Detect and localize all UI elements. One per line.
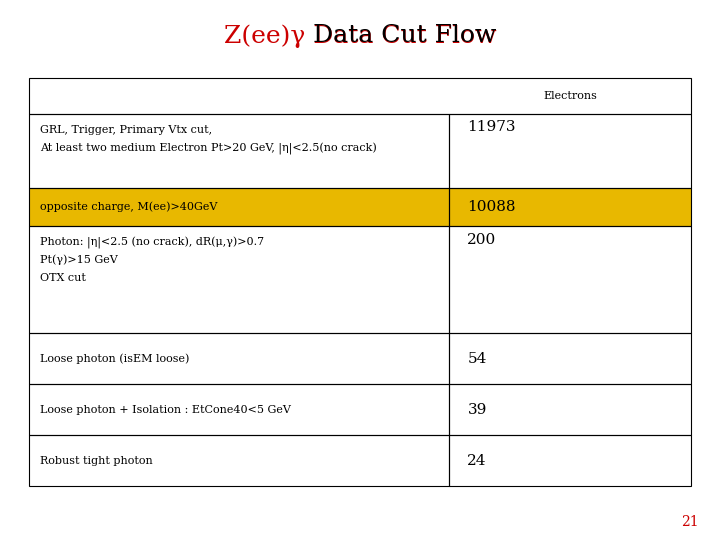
Text: 21: 21 [681,515,698,529]
Text: Loose photon (isEM loose): Loose photon (isEM loose) [40,353,189,364]
Text: Loose photon + Isolation : EtCone40<5 GeV: Loose photon + Isolation : EtCone40<5 Ge… [40,404,290,415]
Bar [29,435,449,486]
Text: 10088: 10088 [467,200,516,214]
Bar [449,384,691,435]
Bar [29,384,449,435]
Text: Robust tight photon: Robust tight photon [40,456,153,465]
Text: 200: 200 [467,233,497,247]
Bar [29,188,449,226]
Text: GRL, Trigger, Primary Vtx cut,: GRL, Trigger, Primary Vtx cut, [40,125,212,135]
Bar [29,114,449,188]
Text: 39: 39 [467,402,487,416]
Text: OTX cut: OTX cut [40,273,86,282]
Text: Z(ee)γ Data Cut Flow: Z(ee)γ Data Cut Flow [224,24,496,48]
Bar [449,114,691,188]
Bar [29,226,449,333]
Text: 24: 24 [467,454,487,468]
Text: Electrons: Electrons [544,91,598,101]
Text: opposite charge, M(ee)>40GeV: opposite charge, M(ee)>40GeV [40,202,217,212]
Bar [449,188,691,226]
Text: Photon: |η|<2.5 (no crack), dR(μ,γ)>0.7: Photon: |η|<2.5 (no crack), dR(μ,γ)>0.7 [40,237,264,249]
Text: Data Cut Flow: Data Cut Flow [305,24,496,48]
Text: Z(ee)γ Data Cut Flow: Z(ee)γ Data Cut Flow [224,24,496,48]
Bar [29,188,449,226]
Text: 11973: 11973 [467,120,516,134]
Text: At least two medium Electron Pt>20 GeV, |η|<2.5(no crack): At least two medium Electron Pt>20 GeV, … [40,143,377,154]
Bar [29,78,691,114]
Text: Z(ee)γ Data Cut Flow: Z(ee)γ Data Cut Flow [224,24,496,48]
Bar [29,333,449,384]
Bar [449,188,691,226]
Bar [449,226,691,333]
Bar [449,333,691,384]
Text: Pt(γ)>15 GeV: Pt(γ)>15 GeV [40,255,117,265]
Text: 54: 54 [467,352,487,366]
Bar [449,435,691,486]
